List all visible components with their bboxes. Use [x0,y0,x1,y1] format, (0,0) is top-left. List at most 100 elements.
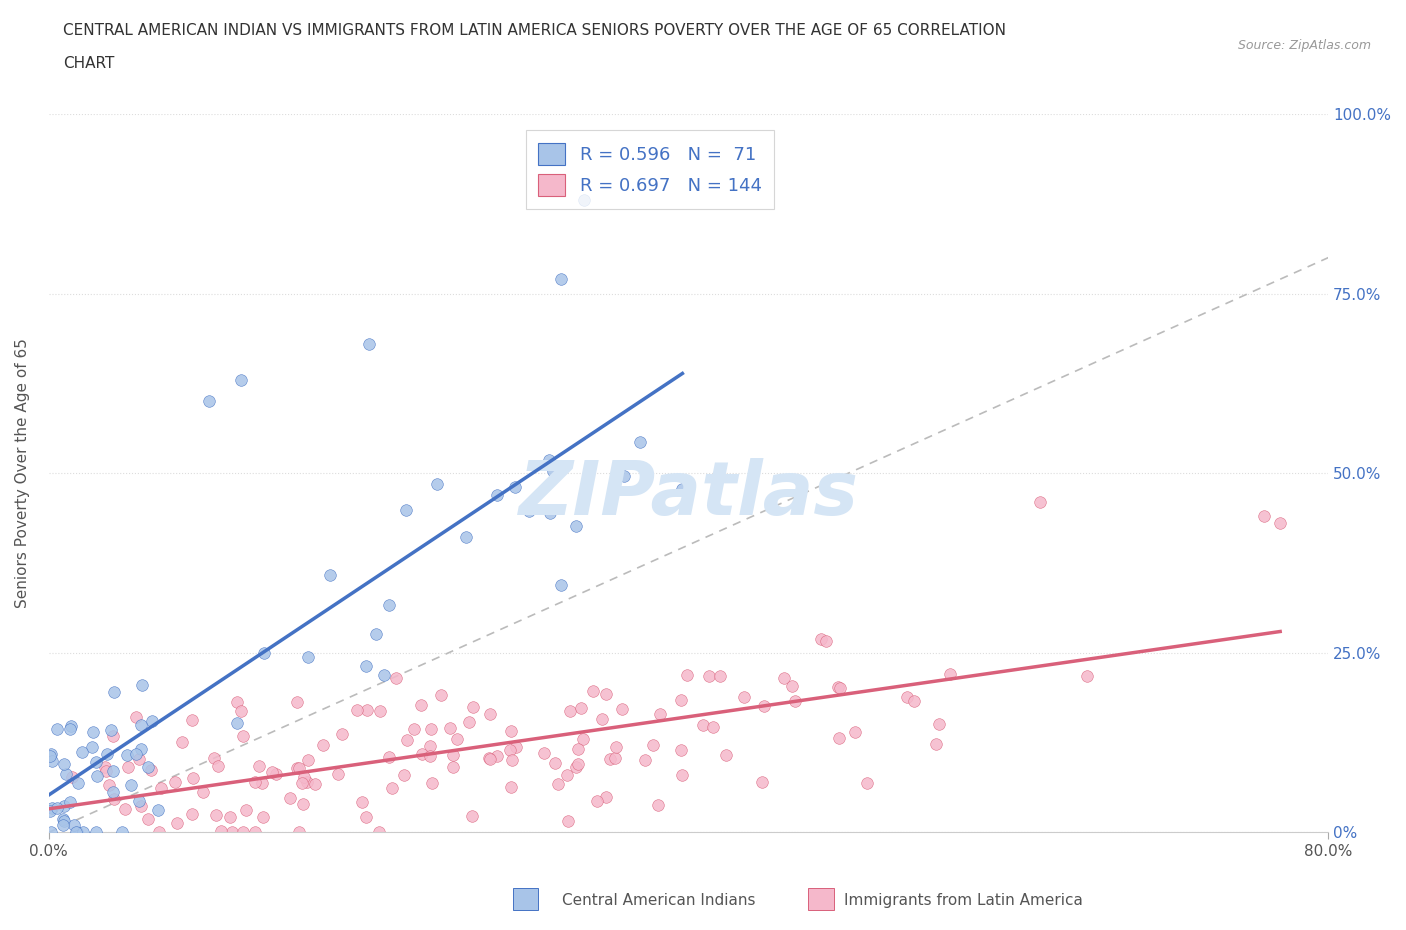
Point [752,698,775,713]
Point [252,646,274,661]
Point [402,722,425,737]
Point [297,753,319,768]
Point [641,737,664,752]
Point [292,770,315,785]
Point [543,756,565,771]
Point [60,769,83,784]
Point [41,801,63,816]
Point [128,751,150,766]
Point [395,733,418,748]
Point [304,777,326,791]
Point [86,754,108,769]
Point [457,715,479,730]
Point [250,776,273,790]
Point [830,680,852,695]
Point [285,760,308,775]
Point [41,753,63,768]
Point [141,713,163,728]
Point [59,795,82,810]
Text: CENTRAL AMERICAN INDIAN VS IMMIGRANTS FROM LATIN AMERICA SENIORS POVERTY OVER TH: CENTRAL AMERICAN INDIAN VS IMMIGRANTS FR… [63,23,1007,38]
Point [131,677,153,692]
Point [550,272,572,286]
Point [98,777,121,792]
Point [828,730,851,745]
Text: Central American Indians: Central American Indians [562,893,756,908]
Point [86,825,108,840]
Point [330,726,353,741]
Point [903,694,925,709]
Point [94,760,117,775]
Text: Immigrants from Latin America: Immigrants from Latin America [844,893,1083,908]
Point [191,784,214,799]
Point [1253,509,1275,524]
Point [856,776,879,790]
Point [53,799,76,814]
Point [354,659,377,674]
Point [63,817,86,832]
Point [319,567,342,582]
Point [1268,516,1291,531]
Point [430,687,453,702]
Point [229,704,252,719]
Point [150,781,173,796]
Point [557,814,579,829]
Point [558,704,581,719]
Point [586,793,609,808]
Point [46,722,69,737]
Point [697,669,720,684]
Point [499,780,522,795]
Point [503,479,526,494]
Point [810,631,832,646]
Text: ZIPatlas: ZIPatlas [519,458,859,531]
Point [181,770,204,785]
Point [252,809,274,824]
Point [96,764,118,778]
Point [356,809,378,824]
Point [461,809,484,824]
Point [235,803,257,817]
Point [385,671,408,685]
Point [896,690,918,705]
Point [285,695,308,710]
Point [782,679,804,694]
Point [647,797,669,812]
Point [595,687,617,702]
Point [714,748,737,763]
Point [52,811,75,826]
Point [569,700,592,715]
Point [814,633,837,648]
Point [533,745,555,760]
Point [671,767,693,782]
Point [478,707,501,722]
Point [346,703,368,718]
Point [567,741,589,756]
Y-axis label: Seniors Poverty Over the Age of 65: Seniors Poverty Over the Age of 65 [15,339,30,608]
Legend: R = 0.596   N =  71, R = 0.697   N = 144: R = 0.596 N = 71, R = 0.697 N = 144 [526,130,775,208]
Point [454,529,477,544]
Point [567,757,589,772]
Point [66,825,89,840]
Point [634,753,657,768]
Point [207,759,229,774]
Point [39,804,62,818]
Point [291,776,314,790]
Point [101,764,124,779]
Point [368,825,391,840]
Point [565,518,588,533]
Point [395,503,418,518]
Point [485,488,508,503]
Point [844,724,866,739]
Point [59,721,82,736]
Point [378,597,401,612]
Point [366,626,388,641]
Point [136,812,159,827]
Point [39,746,62,761]
Point [599,751,621,766]
Point [181,712,204,727]
Point [574,193,596,207]
Point [264,766,287,781]
Point [141,762,163,777]
Point [288,825,311,840]
Point [86,769,108,784]
Point [138,760,160,775]
